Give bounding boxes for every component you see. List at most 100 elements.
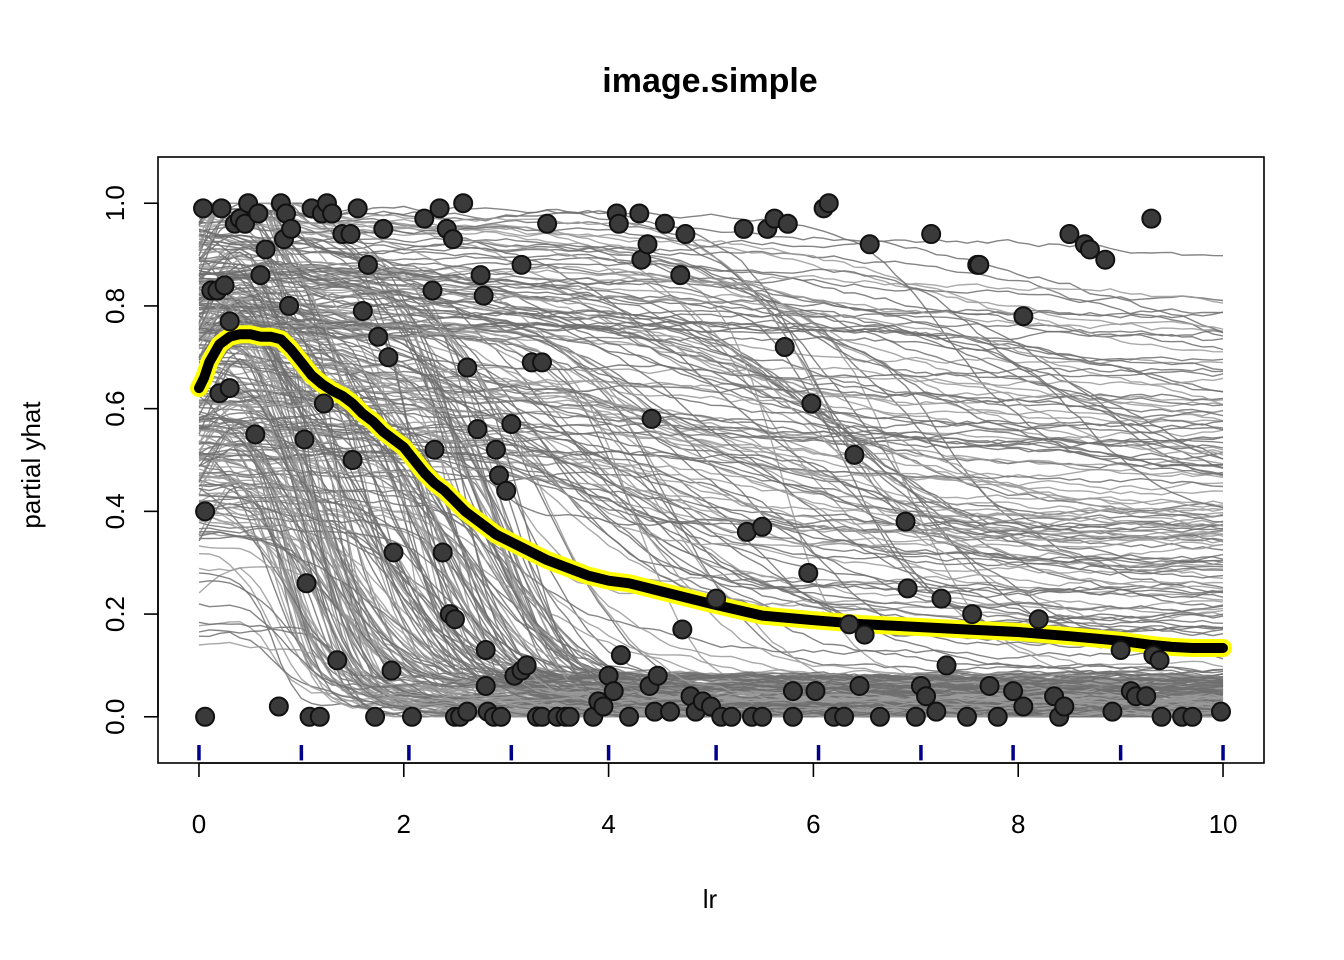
ice-line — [198, 316, 1224, 531]
ice-line — [198, 384, 1224, 469]
observation-point — [849, 675, 870, 696]
observation-point — [342, 450, 363, 470]
observation-point — [296, 573, 317, 594]
observation-point — [1013, 306, 1034, 327]
observation-point — [706, 588, 727, 609]
observation-point — [931, 588, 952, 609]
ice-line — [198, 248, 1224, 564]
observation-point — [485, 439, 506, 460]
observation-point — [313, 393, 334, 414]
observation-point — [235, 213, 256, 234]
observation-point — [211, 198, 232, 219]
observation-point — [516, 655, 537, 676]
average-line — [194, 329, 1228, 653]
observation-point — [844, 444, 865, 465]
x-tick-label: 4 — [601, 809, 615, 839]
observation-point — [444, 609, 465, 630]
observation-point — [214, 275, 235, 296]
average-line-group — [190, 325, 1232, 657]
x-tick-label: 8 — [1011, 809, 1025, 839]
observation-point — [895, 511, 916, 532]
observation-point — [248, 203, 269, 224]
x-axis-label: lr — [703, 884, 718, 914]
observation-point — [453, 193, 474, 214]
ice-line — [198, 274, 1224, 304]
observation-point — [774, 337, 795, 358]
observation-point — [921, 224, 942, 245]
observation-point — [637, 234, 658, 255]
ice-line — [199, 202, 1224, 417]
observation-point — [619, 706, 640, 727]
observation-point — [401, 706, 422, 727]
observation-point — [905, 706, 926, 727]
observation-point — [916, 686, 937, 707]
observation-point — [195, 501, 216, 522]
observation-point — [721, 706, 742, 727]
y-axis: 0.0 0.2 0.4 0.6 0.8 1.0 — [100, 185, 159, 735]
observation-point — [219, 378, 240, 399]
observation-point — [654, 213, 675, 234]
observation-point — [279, 295, 300, 316]
observation-point — [1028, 609, 1049, 630]
x-tick-label: 6 — [806, 809, 820, 839]
observation-point — [340, 224, 361, 245]
observation-point — [962, 604, 983, 625]
observation-point — [859, 234, 880, 255]
observation-point — [501, 414, 522, 435]
observation-point — [979, 675, 1000, 696]
observation-point — [629, 203, 650, 224]
observation-point — [491, 706, 512, 727]
observation-point — [475, 675, 496, 696]
observation-point — [424, 439, 445, 460]
observation-point — [357, 254, 378, 275]
observation-point — [1095, 249, 1116, 270]
observation-point — [782, 706, 803, 727]
observation-point — [327, 650, 348, 671]
ice-line — [198, 297, 1224, 679]
observation-point — [1110, 640, 1131, 661]
observation-point — [1003, 681, 1024, 702]
ice-line — [199, 202, 1224, 569]
chart-title: image.simple — [602, 62, 817, 100]
ice-line — [198, 202, 1224, 590]
observation-point — [1210, 701, 1231, 722]
observation-point — [869, 706, 890, 727]
observation-point — [281, 218, 302, 239]
observation-point — [559, 706, 580, 727]
observation-point — [1054, 696, 1075, 717]
y-tick-label: 0.6 — [100, 391, 130, 427]
x-tick-label: 2 — [397, 809, 411, 839]
ice-line — [198, 344, 1224, 677]
ice-line — [198, 202, 1224, 406]
y-tick-label: 1.0 — [100, 185, 130, 221]
ice-line — [198, 452, 1224, 558]
observation-point — [672, 619, 693, 640]
observation-point — [268, 696, 289, 717]
observation-point — [897, 578, 918, 599]
observation-point — [752, 516, 773, 537]
observation-point — [818, 193, 839, 214]
ice-line — [198, 243, 1224, 594]
ice-line — [198, 398, 1224, 542]
observation-point — [936, 655, 957, 676]
observation-point — [532, 352, 553, 373]
observation-point — [610, 645, 631, 666]
observation-point — [839, 614, 860, 635]
ice-line — [198, 392, 1224, 445]
y-tick-label: 0.0 — [100, 699, 130, 735]
observation-point — [309, 706, 330, 727]
ice-line — [198, 323, 1224, 450]
observation-point — [442, 229, 463, 250]
observation-point — [255, 239, 276, 260]
observation-point — [1059, 224, 1080, 245]
rug-group — [197, 745, 1225, 761]
ice-line — [198, 376, 1224, 505]
observation-point — [378, 347, 399, 368]
ice-line — [198, 473, 1224, 529]
observation-point — [294, 429, 315, 450]
observation-point — [193, 198, 214, 219]
ice-line — [198, 234, 1224, 631]
observation-point — [511, 254, 532, 275]
observation-point — [352, 301, 373, 322]
